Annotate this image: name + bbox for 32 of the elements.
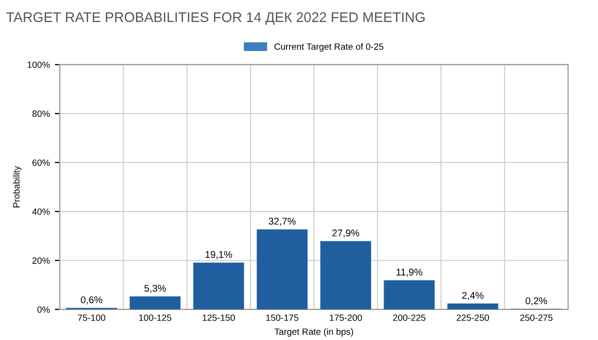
y-tick-label: 40% bbox=[32, 208, 50, 215]
x-tick-label: 150-175 bbox=[266, 314, 298, 321]
y-tick-label: 80% bbox=[32, 110, 50, 117]
x-tick-label: 100-125 bbox=[139, 314, 172, 321]
data-label: 11,9% bbox=[396, 268, 422, 277]
bar bbox=[193, 262, 244, 310]
y-tick-label: 0% bbox=[37, 306, 50, 313]
data-label: 5,3% bbox=[144, 284, 166, 293]
data-label: 0,2% bbox=[526, 297, 548, 306]
bar bbox=[320, 241, 372, 310]
y-tick-label: 60% bbox=[32, 159, 50, 166]
x-tick-label: 75-100 bbox=[78, 314, 106, 321]
x-axis-title: Target Rate (in bps) bbox=[274, 328, 354, 337]
x-tick-label: 200-225 bbox=[393, 314, 426, 321]
y-tick-label: 100% bbox=[28, 62, 50, 68]
bar bbox=[130, 296, 181, 310]
bar bbox=[384, 280, 435, 310]
y-tick-label: 20% bbox=[32, 257, 50, 264]
data-label: 0,6% bbox=[80, 296, 102, 304]
y-axis-title: Probability bbox=[13, 166, 22, 208]
bar bbox=[256, 229, 308, 310]
x-tick-label: 175-200 bbox=[330, 314, 362, 321]
data-label: 2,4% bbox=[462, 292, 484, 300]
x-tick-label: 225-250 bbox=[456, 314, 490, 321]
x-tick-label: 250-275 bbox=[520, 314, 553, 321]
data-label: 27,9% bbox=[332, 230, 360, 238]
x-tick-label: 125-150 bbox=[202, 314, 235, 321]
bar bbox=[447, 304, 498, 310]
data-label: 19,1% bbox=[206, 251, 232, 260]
chart-title: TARGET RATE PROBABILITIES FOR 14 ДЕК 2022 FED MEETING bbox=[6, 12, 425, 25]
data-label: 32,7% bbox=[268, 218, 296, 226]
legend-label: Current Target Rate of 0-25 bbox=[274, 43, 384, 52]
